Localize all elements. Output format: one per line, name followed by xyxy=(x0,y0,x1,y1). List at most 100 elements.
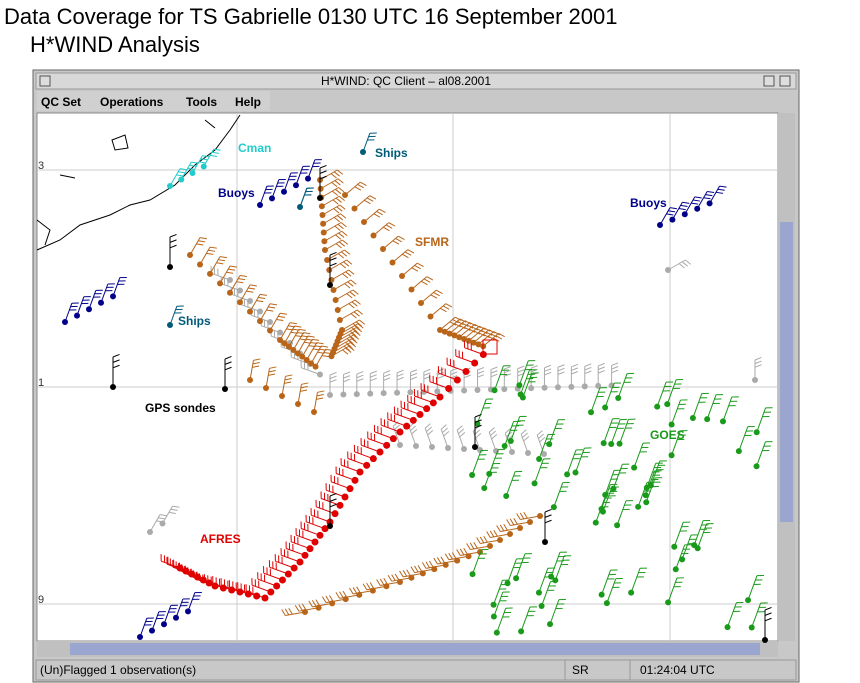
obs-dot xyxy=(598,591,605,598)
wind-barb xyxy=(329,371,337,395)
wind-barb xyxy=(219,265,237,284)
barb-flag xyxy=(473,330,481,335)
barb-flag xyxy=(509,518,515,526)
obs-dot xyxy=(643,499,650,506)
barb-flag xyxy=(496,525,501,532)
barb-flag xyxy=(410,376,418,380)
obs-dot xyxy=(664,401,671,408)
barb-flag xyxy=(493,331,501,336)
page-title: Data Coverage for TS Gabrielle 0130 UTC … xyxy=(4,4,618,29)
obs-dot xyxy=(369,455,377,463)
menu-item[interactable]: Help xyxy=(235,95,261,109)
wind-barb xyxy=(169,168,187,187)
obs-dot xyxy=(691,542,698,549)
barb-flag xyxy=(611,362,619,366)
barb-flag xyxy=(343,371,351,376)
obs-dot xyxy=(341,493,349,501)
obs-dot xyxy=(267,588,275,596)
obs-dot xyxy=(311,409,317,415)
obs-dot xyxy=(568,383,575,390)
barb-flag xyxy=(530,368,538,373)
wind-barb xyxy=(471,449,489,476)
barb-flag xyxy=(112,353,120,358)
barb-flag xyxy=(426,426,432,432)
wind-barb xyxy=(411,276,434,290)
wind-barb xyxy=(510,415,527,442)
obs-dot xyxy=(294,350,301,357)
barb-flag xyxy=(284,608,290,616)
wind-barb xyxy=(645,477,663,503)
barb-flag xyxy=(376,211,383,216)
obs-dot xyxy=(429,444,435,450)
barb-flag xyxy=(458,428,464,434)
menu-item[interactable]: Tools xyxy=(186,95,217,109)
obs-dot xyxy=(178,176,185,183)
wind-barb xyxy=(472,426,482,451)
barb-flag xyxy=(490,333,498,338)
barb-flag xyxy=(491,433,498,440)
obs-dot xyxy=(62,319,68,325)
obs-dot xyxy=(654,403,661,410)
wind-barb xyxy=(503,366,512,390)
wind-barb xyxy=(338,327,363,338)
obs-dot xyxy=(247,377,253,383)
obs-dot xyxy=(472,444,478,450)
obs-dot xyxy=(503,493,510,500)
obs-dot xyxy=(513,575,520,582)
obs-dot xyxy=(668,421,675,428)
barb-flag xyxy=(479,536,485,544)
barb-flag xyxy=(340,213,347,219)
wind-barb xyxy=(239,284,257,303)
wind-barb xyxy=(409,369,418,393)
obs-dot xyxy=(336,317,343,323)
barb-flag xyxy=(530,365,538,369)
obs-dot xyxy=(331,510,339,518)
barb-flag xyxy=(493,529,498,537)
wind-barb xyxy=(369,370,377,394)
wind-barb xyxy=(681,534,699,560)
obs-dot xyxy=(668,452,675,459)
barb-flag xyxy=(329,251,337,256)
map-label: AFRES xyxy=(200,532,241,546)
barb-flag xyxy=(335,188,342,195)
map-layer: 3 1 9 Cman Ships Buoys SFMR Buoys Ships GPS sonde… xyxy=(36,113,778,643)
obs-dot xyxy=(719,418,726,425)
minimize-button[interactable] xyxy=(763,75,775,87)
barb-flag xyxy=(383,373,391,378)
wind-barb xyxy=(506,517,531,526)
barb-flag xyxy=(335,243,342,249)
map-label: Buoys xyxy=(630,196,667,210)
barb-flag xyxy=(199,237,207,240)
wind-barb xyxy=(271,178,286,199)
obs-dot xyxy=(257,318,263,325)
barb-flag xyxy=(449,321,457,326)
obs-dot xyxy=(74,312,80,319)
wind-barb xyxy=(601,569,618,595)
map-label: SFMR xyxy=(415,235,449,249)
barb-flag xyxy=(354,186,362,191)
obs-dot xyxy=(247,298,253,304)
barb-flag xyxy=(346,259,353,265)
obs-dot xyxy=(367,390,374,397)
v-scroll-thumb[interactable] xyxy=(780,222,793,522)
menu-item[interactable]: QC Set xyxy=(41,95,81,109)
h-scroll-thumb[interactable] xyxy=(70,643,760,655)
barb-flag xyxy=(278,315,286,318)
obs-dot xyxy=(159,520,166,527)
wind-barb xyxy=(259,185,274,206)
barb-flag xyxy=(335,234,342,240)
obs-dot xyxy=(537,513,543,519)
grid-label: 1 xyxy=(38,377,44,389)
maximize-button[interactable] xyxy=(779,75,791,87)
wind-barb xyxy=(496,523,521,532)
barb-flag xyxy=(504,373,512,377)
menu-item[interactable]: Operations xyxy=(100,95,164,109)
barb-flag xyxy=(169,244,177,249)
window-menu-button[interactable] xyxy=(39,75,51,87)
obs-dot xyxy=(299,353,306,360)
obs-dot xyxy=(389,435,397,443)
obs-dot xyxy=(305,175,311,182)
wind-barb xyxy=(149,514,167,533)
wind-barb xyxy=(488,448,506,475)
barb-flag xyxy=(256,300,264,303)
